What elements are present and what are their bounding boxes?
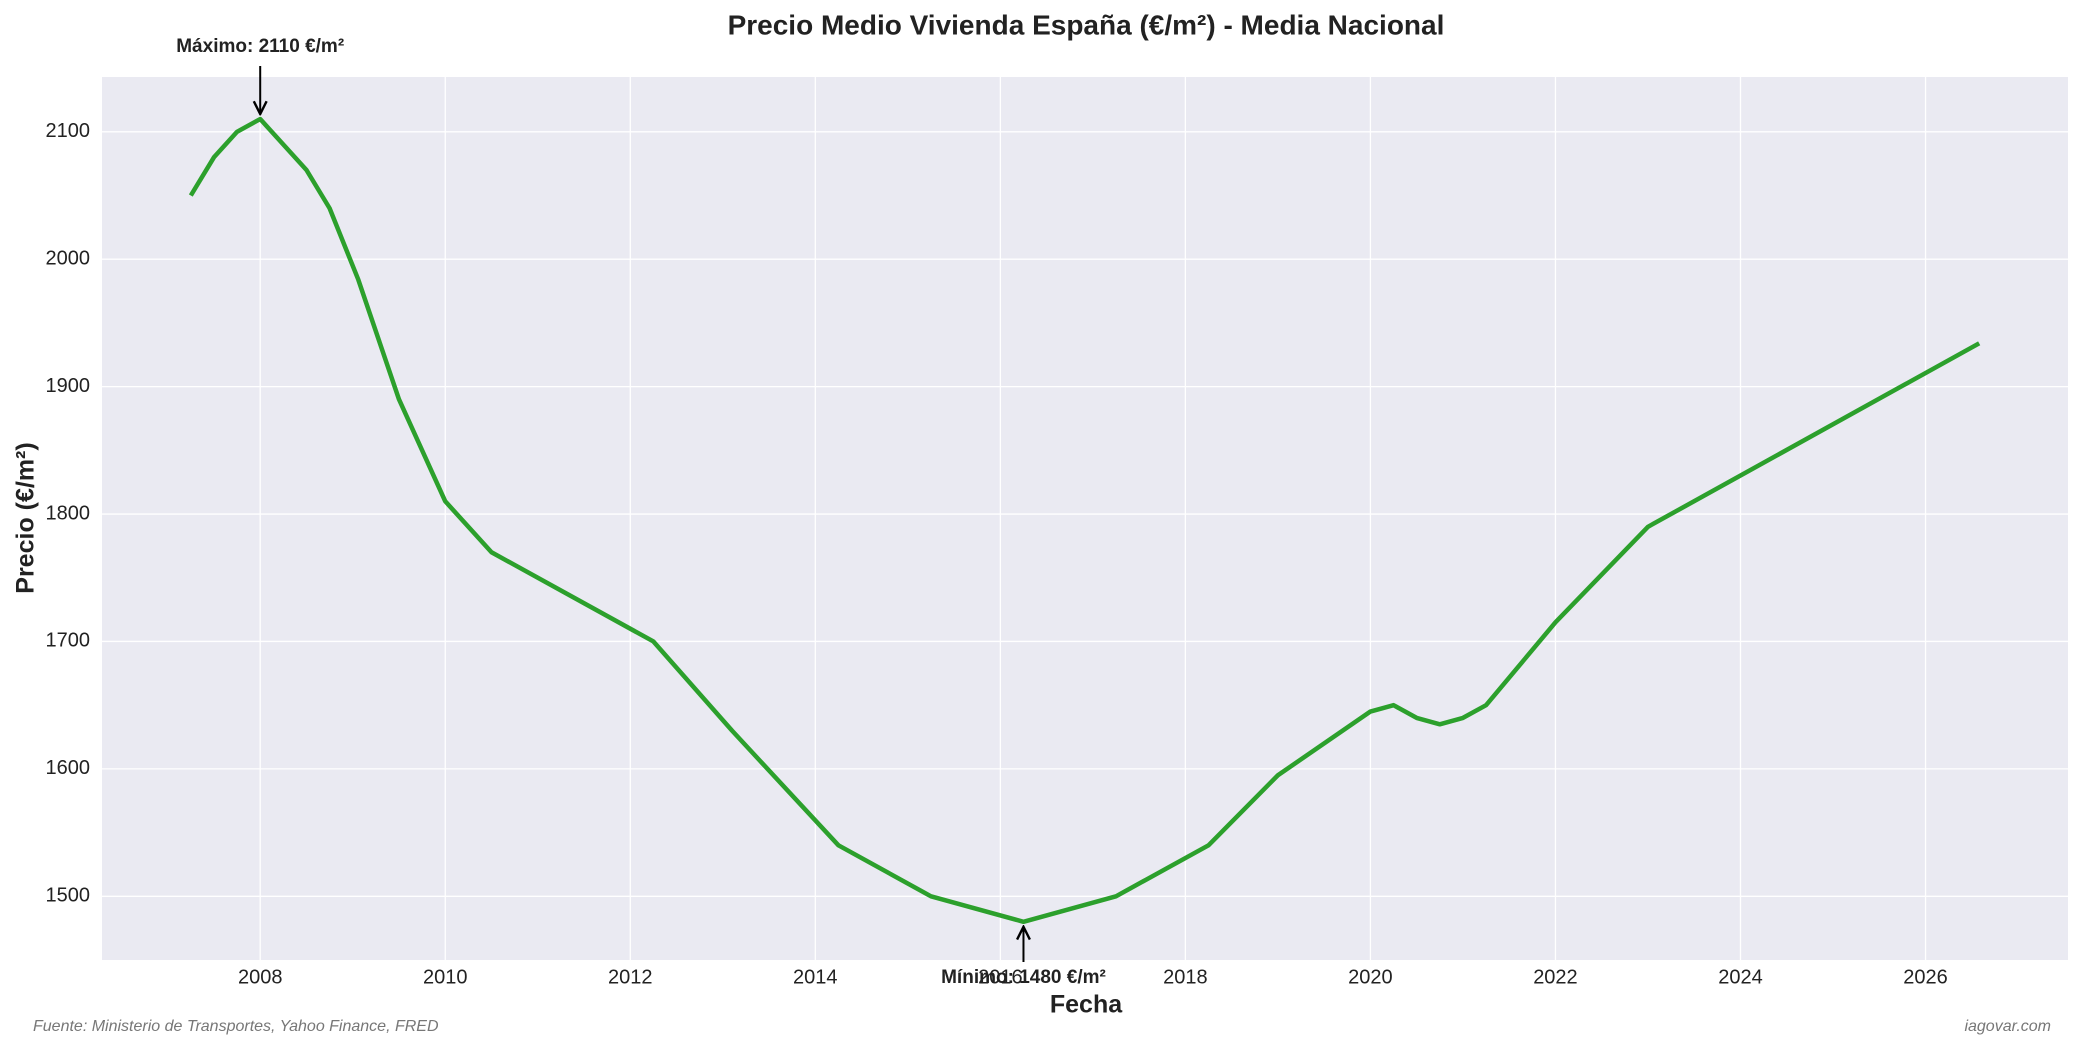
y-tick-label: 1900	[46, 375, 91, 397]
y-tick-label: 2000	[46, 247, 91, 269]
x-axis-label: Fecha	[1050, 991, 1123, 1019]
chart-title: Precio Medio Vivienda España (€/m²) - Me…	[728, 9, 1445, 40]
x-tick-label: 2012	[608, 966, 653, 988]
plot-area	[102, 77, 2068, 960]
x-tick-label: 2014	[793, 966, 838, 988]
x-tick-label: 2022	[1533, 966, 1578, 988]
annotation: Máximo: 2110 €/m²	[176, 36, 344, 57]
y-axis-label: Precio (€/m²)	[12, 442, 40, 593]
x-tick-label: 2026	[1903, 966, 1948, 988]
x-tick-label: 2016	[978, 966, 1023, 988]
x-tick-label: 2024	[1718, 966, 1763, 988]
y-tick-label: 2100	[46, 120, 91, 142]
source: Fuente: Ministerio de Transportes, Yahoo…	[33, 1018, 439, 1035]
y-tick-label: 1800	[46, 502, 91, 524]
x-tick-label: 2018	[1163, 966, 1208, 988]
y-tick-label: 1500	[46, 885, 91, 907]
line	[188, 116, 1981, 925]
y-tick-label: 1600	[46, 757, 91, 779]
y-tick-label: 1700	[46, 630, 91, 652]
credit: iagovar.com	[1964, 1018, 2051, 1035]
annotation: Mínimo: 1480 €/m²	[941, 967, 1106, 988]
x-tick-label: 2008	[238, 966, 283, 988]
x-tick-label: 2010	[423, 966, 468, 988]
x-tick-label: 2020	[1348, 966, 1393, 988]
